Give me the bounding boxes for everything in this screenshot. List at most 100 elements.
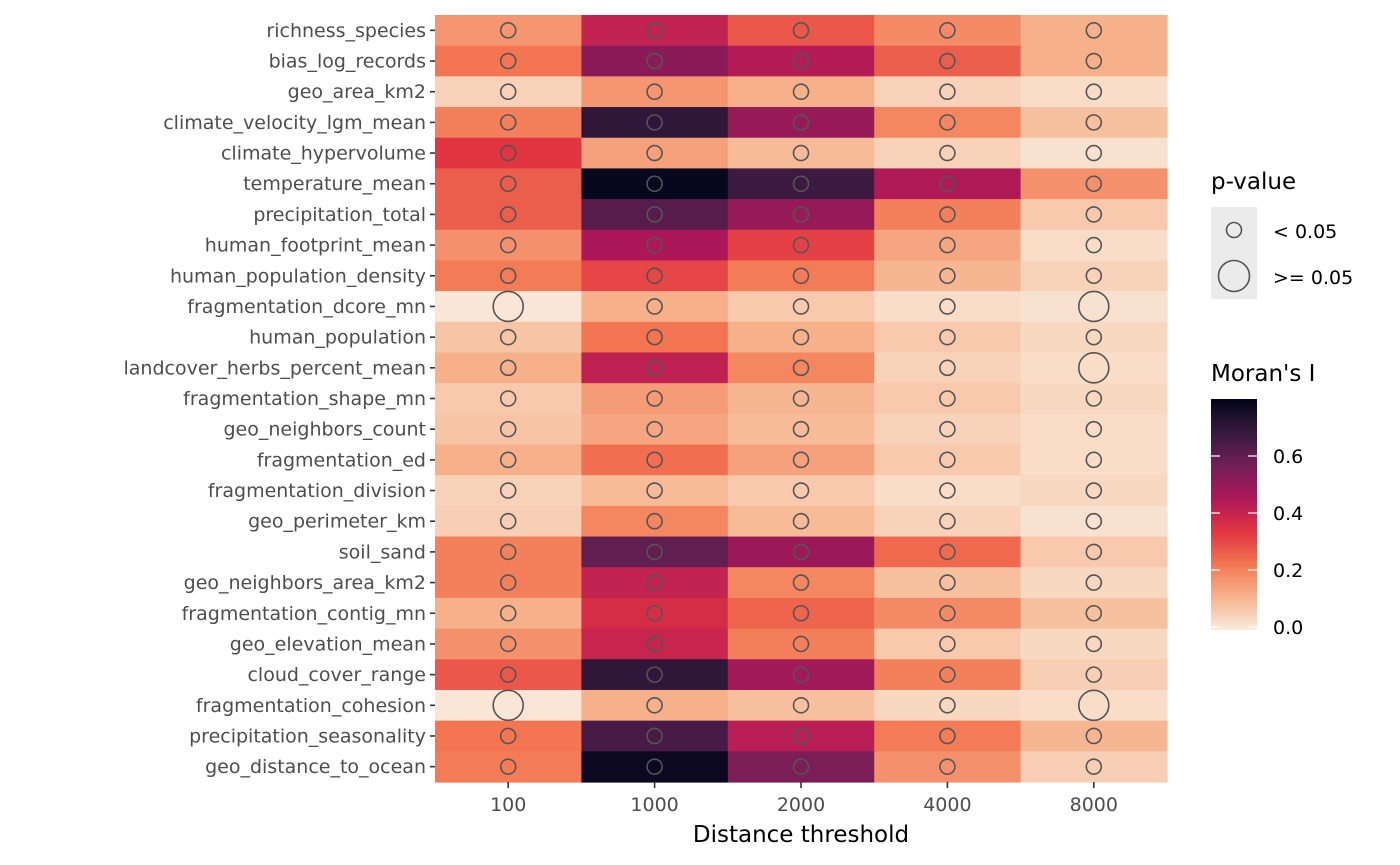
pvalue-marker-significant xyxy=(1085,390,1103,407)
pvalue-marker-significant xyxy=(646,727,663,745)
heatmap-cell xyxy=(1020,597,1168,630)
pvalue-marker-significant xyxy=(646,635,663,653)
pvalue-marker-significant xyxy=(646,206,663,223)
pvalue-marker-significant xyxy=(939,267,956,285)
morans-i-legend: Moran's I 0.0 0.2 0.4 0.6 xyxy=(1211,361,1315,639)
pvalue-marker-significant xyxy=(1085,236,1103,254)
heatmap-cell xyxy=(874,107,1022,139)
y-axis-label: landcover_herbs_percent_mean xyxy=(124,357,427,379)
pvalue-legend: p-value < 0.05 >= 0.05 xyxy=(1211,169,1353,299)
pvalue-marker-significant xyxy=(939,359,956,377)
y-axis-label: human_footprint_mean xyxy=(205,235,426,257)
heatmap-cell xyxy=(435,45,582,77)
pvalue-marker-significant xyxy=(792,236,810,254)
y-axis-label: cloud_cover_range xyxy=(247,664,426,686)
heatmap-cell xyxy=(727,76,875,108)
y-axis-label: bias_log_records xyxy=(269,51,426,73)
heatmap-cell xyxy=(435,260,582,292)
pvalue-marker-significant xyxy=(939,482,956,499)
pvalue-marker-significant xyxy=(499,390,517,407)
pvalue-marker-significant xyxy=(646,52,663,70)
heatmap-cell xyxy=(435,15,582,47)
pvalue-marker-significant xyxy=(646,298,663,315)
pvalue-marker-significant xyxy=(499,451,517,469)
heatmap-cell xyxy=(1020,76,1168,108)
heatmap-cell xyxy=(1020,383,1168,415)
y-axis-label: human_population_density xyxy=(170,265,426,287)
y-axis-label: fragmentation_dcore_mn xyxy=(187,296,426,318)
heatmap-cell xyxy=(1020,199,1168,231)
pvalue-marker-significant xyxy=(939,22,956,39)
pvalue-marker-not-significant xyxy=(492,290,525,323)
pvalue-marker-significant xyxy=(939,298,956,315)
heatmap-cell xyxy=(727,720,875,752)
pvalue-marker-not-significant xyxy=(1078,352,1110,384)
pvalue-marker-significant xyxy=(499,512,517,530)
pvalue-marker-significant xyxy=(646,696,663,714)
heatmap-cell xyxy=(1020,45,1168,77)
heatmap-cell xyxy=(727,689,875,722)
pvalue-marker-significant xyxy=(499,267,517,285)
heatmap-cell xyxy=(435,751,582,783)
x-axis: 100 1000 2000 4000 8000 xyxy=(490,782,1118,816)
heatmap-cell xyxy=(435,383,582,415)
pvalue-marker-significant xyxy=(646,83,663,100)
pvalue-marker-significant xyxy=(1085,635,1103,653)
heatmap-cell xyxy=(874,597,1022,630)
heatmap-cell xyxy=(727,659,875,691)
pvalue-marker-significant xyxy=(646,175,663,193)
pvalue-marker-significant xyxy=(939,206,956,223)
heatmap-cell xyxy=(1020,107,1168,139)
heatmap-cell xyxy=(581,199,729,231)
heatmap-cell xyxy=(581,352,729,384)
heatmap-cell xyxy=(1020,352,1168,384)
heatmap-cell xyxy=(874,659,1022,691)
pvalue-marker-significant xyxy=(939,52,956,70)
heatmap-cell xyxy=(581,321,729,354)
heatmap-cell xyxy=(581,597,729,630)
heatmap-cell xyxy=(1020,659,1168,691)
pvalue-legend-small-circle xyxy=(1225,221,1243,239)
heatmap-cell xyxy=(435,689,582,722)
heatmap-cell xyxy=(727,628,875,660)
pvalue-marker-significant xyxy=(792,52,810,70)
x-axis-title: Distance threshold xyxy=(693,822,909,848)
heatmap-cell xyxy=(435,505,582,538)
pvalue-marker-significant xyxy=(1085,512,1103,530)
pvalue-marker-significant xyxy=(792,696,810,714)
heatmap-cell xyxy=(1020,536,1168,568)
pvalue-marker-significant xyxy=(792,298,810,315)
heatmap-cell xyxy=(435,536,582,568)
heatmap-cell xyxy=(435,567,582,599)
heatmap-cell xyxy=(874,199,1022,231)
heatmap-cell xyxy=(874,168,1022,200)
pvalue-marker-significant xyxy=(1085,666,1103,683)
heatmap-cell xyxy=(581,628,729,660)
pvalue-marker-significant xyxy=(792,22,810,39)
heatmap-cell xyxy=(435,475,582,507)
x-axis-label: 4000 xyxy=(923,794,971,816)
heatmap-cell xyxy=(435,352,582,384)
heatmap-cell xyxy=(581,475,729,507)
heatmap-cell xyxy=(727,45,875,77)
heatmap-cell xyxy=(581,383,729,415)
pvalue-marker-significant xyxy=(792,451,810,469)
heatmap-cell xyxy=(435,597,582,630)
colorbar-tick-label: 0.2 xyxy=(1273,560,1303,582)
heatmap-cell xyxy=(874,76,1022,108)
pvalue-marker-significant xyxy=(646,114,663,131)
heatmap-cell xyxy=(435,628,582,660)
heatmap-cell xyxy=(435,107,582,139)
pvalue-marker-significant xyxy=(792,83,810,100)
pvalue-marker-significant xyxy=(939,144,956,162)
heatmap-cell xyxy=(1020,628,1168,660)
heatmap-cell xyxy=(1020,229,1168,262)
pvalue-marker-significant xyxy=(646,328,663,346)
pvalue-marker-significant xyxy=(646,267,663,285)
morans-i-legend-title: Moran's I xyxy=(1211,361,1315,387)
heatmap-cell xyxy=(581,107,729,139)
heatmap-cell xyxy=(435,229,582,262)
pvalue-legend-large-circle xyxy=(1217,259,1251,293)
pvalue-marker-significant xyxy=(499,635,517,653)
heatmap-cell xyxy=(1020,168,1168,200)
